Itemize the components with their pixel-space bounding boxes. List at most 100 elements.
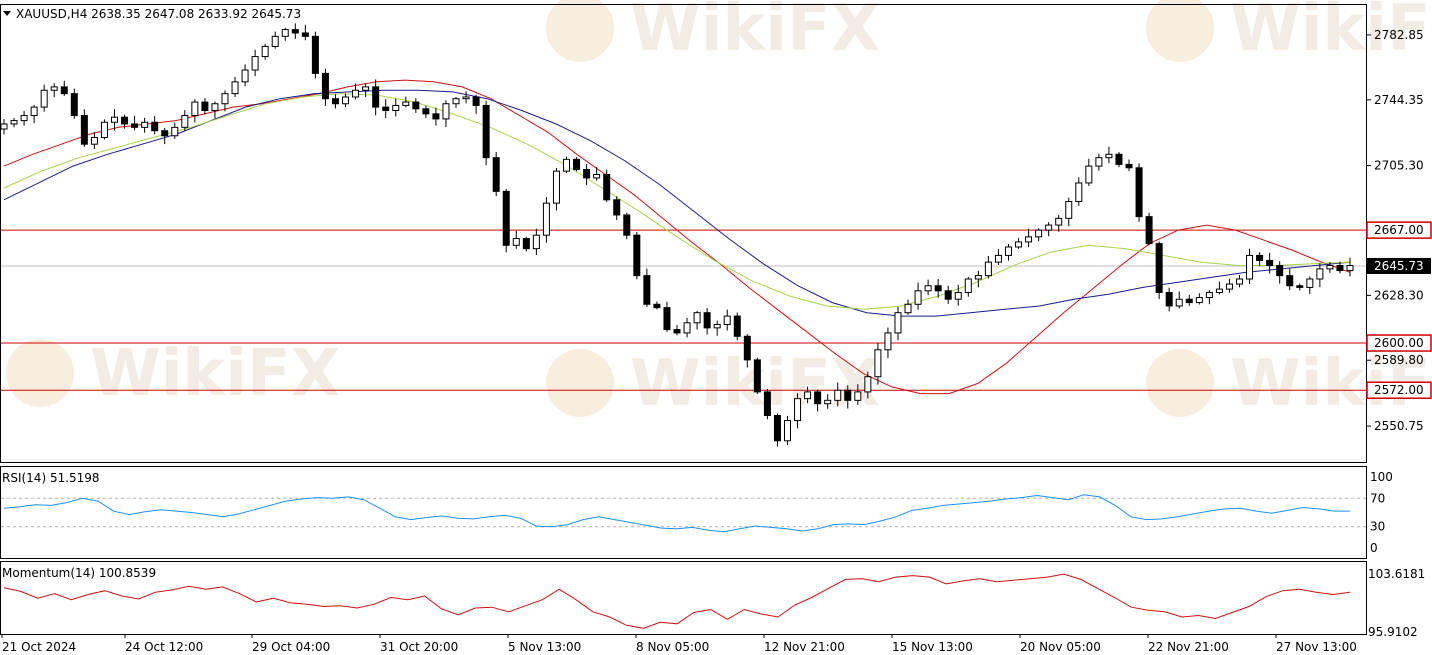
- candle-body: [1135, 167, 1143, 218]
- candle-body: [593, 174, 601, 179]
- momentum-title: Momentum(14) 100.8539: [2, 566, 156, 580]
- candle-body: [984, 261, 992, 277]
- rsi-panel-frame: [0, 466, 1367, 559]
- candle-body: [362, 86, 370, 91]
- candle-body: [693, 312, 701, 324]
- candle-body: [0, 123, 8, 130]
- candle-body: [201, 101, 209, 111]
- dropdown-triangle-icon[interactable]: [3, 11, 11, 16]
- candle-body: [794, 398, 802, 422]
- candle-body: [1346, 265, 1354, 272]
- candle-body: [1155, 243, 1163, 293]
- candle-body: [1256, 254, 1264, 261]
- moving-averages: [3, 79, 1351, 395]
- candle-body: [432, 113, 440, 120]
- candle-body: [603, 174, 611, 201]
- candle-body: [683, 322, 691, 334]
- candle-body: [1266, 259, 1274, 267]
- current-price-tag: [1367, 257, 1431, 274]
- candle-body: [472, 96, 480, 106]
- candle-body: [573, 158, 581, 170]
- candle-body: [251, 56, 259, 71]
- candle-body: [1195, 297, 1203, 304]
- y-tick-label: 2705.30: [1374, 159, 1424, 173]
- candle-body: [271, 35, 279, 47]
- x-tick-label: 29 Oct 04:00: [252, 640, 330, 654]
- candle-body: [1246, 254, 1254, 280]
- candle-body: [1236, 278, 1244, 285]
- rsi-tick-label: 100: [1370, 470, 1393, 484]
- candle-body: [30, 106, 38, 117]
- current-price-label: 2645.73: [1374, 259, 1424, 273]
- watermark-logo-icon: [546, 0, 614, 62]
- candle-body: [281, 29, 289, 37]
- candle-body: [783, 420, 791, 442]
- candle-body: [1145, 216, 1153, 245]
- y-tick-label: 2550.75: [1374, 419, 1424, 433]
- candle-body: [90, 136, 98, 145]
- candle-body: [864, 376, 872, 393]
- x-tick-label: 27 Nov 13:00: [1276, 640, 1357, 654]
- candle-body: [1296, 285, 1304, 288]
- candle-body: [301, 32, 309, 37]
- horizontal-levels: 2667.00 2600.00 2572.00: [1, 221, 1432, 399]
- candle-body: [583, 168, 591, 179]
- candle-body: [10, 120, 18, 125]
- watermark-logo-icon: [1146, 349, 1214, 417]
- candle-body: [331, 98, 339, 105]
- level-tag: [1366, 334, 1432, 352]
- candle-body: [663, 307, 671, 331]
- candle-body: [753, 359, 761, 393]
- candle-body: [713, 324, 721, 329]
- candle-body: [934, 285, 942, 292]
- x-tick-label: 21 Oct 2024: [2, 640, 76, 654]
- momentum-line: [3, 573, 1351, 629]
- candle-body: [452, 98, 460, 105]
- candle-body: [904, 303, 912, 314]
- x-tick-label: 24 Oct 12:00: [125, 640, 203, 654]
- price-y-axis: 2782.85 2744.35 2705.30 2628.30 2589.80 2550.…: [1, 28, 1431, 433]
- x-tick-label: 22 Nov 21:00: [1148, 640, 1229, 654]
- momentum-panel: 103.6181 95.9102: [3, 567, 1425, 639]
- candle-body: [1286, 275, 1294, 287]
- candle-body: [623, 214, 631, 236]
- candle-body: [964, 278, 972, 293]
- candle-body: [502, 190, 510, 246]
- candle-body: [773, 415, 781, 442]
- candle-body: [40, 89, 48, 108]
- candle-body: [1316, 268, 1324, 280]
- candle-body: [1055, 217, 1063, 226]
- candle-body: [141, 121, 149, 128]
- candle-body: [1105, 153, 1113, 159]
- candle-body: [291, 29, 299, 34]
- candle-body: [824, 399, 832, 405]
- candle-body: [844, 389, 852, 401]
- y-tick-label: 2628.30: [1374, 288, 1424, 302]
- candle-body: [100, 121, 108, 138]
- rsi-panel: 100 70 30 0: [1, 470, 1393, 555]
- momentum-tick-label: 103.6181: [1368, 567, 1425, 581]
- y-tick-label: 2782.85: [1374, 28, 1424, 42]
- candle-body: [241, 69, 249, 83]
- candle-body: [412, 101, 420, 110]
- candle-body: [382, 106, 390, 111]
- y-tick-label: 2589.80: [1374, 353, 1424, 367]
- candle-body: [1045, 224, 1053, 231]
- candle-body: [894, 312, 902, 334]
- candle-body: [1015, 241, 1023, 248]
- candle-body: [874, 349, 882, 378]
- candle-body: [151, 121, 159, 132]
- candle-body: [633, 234, 641, 277]
- candle-body: [1336, 265, 1344, 272]
- watermark-text: WikiFX: [90, 337, 340, 411]
- candle-body: [563, 158, 571, 172]
- rsi-tick-label: 0: [1370, 541, 1378, 555]
- candle-body: [1035, 229, 1043, 238]
- candle-body: [492, 157, 500, 192]
- watermark-text: WikiFX: [630, 0, 880, 66]
- candle-body: [954, 291, 962, 300]
- candle-body: [1306, 278, 1314, 288]
- momentum-panel-frame: [0, 561, 1367, 635]
- candle-body: [703, 312, 711, 329]
